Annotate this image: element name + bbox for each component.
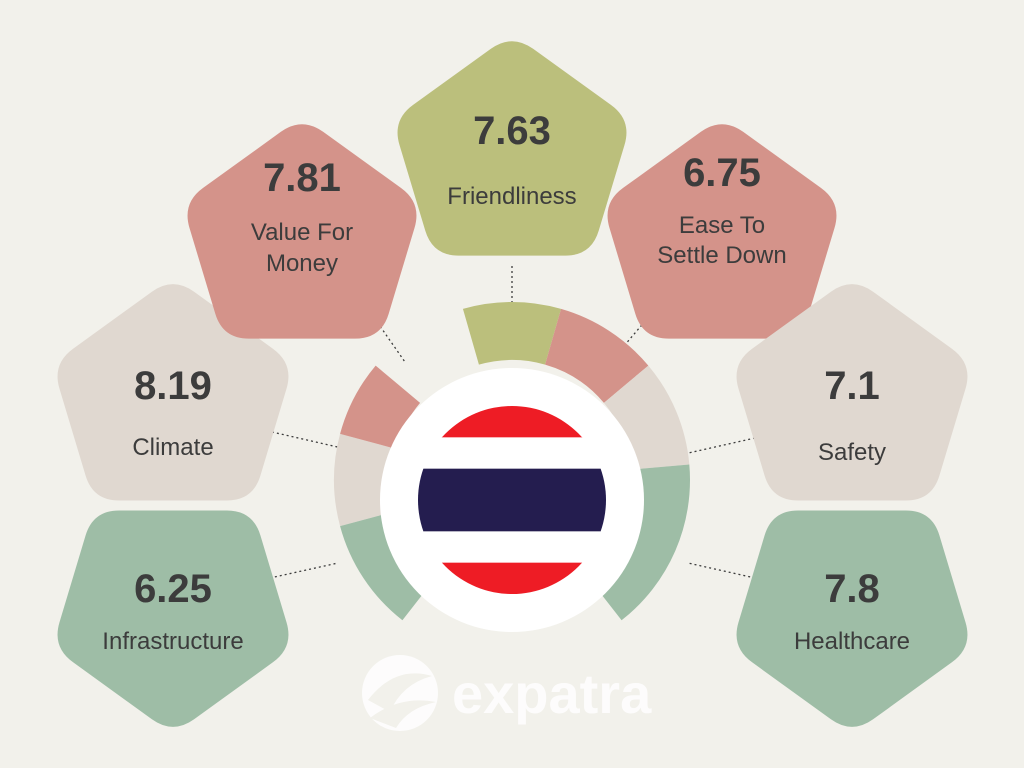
connector-safety [683, 437, 756, 455]
rating-card-infrastructure: 6.25 Infrastructure [57, 510, 289, 727]
rating-card-value-for-money: 7.81 Value For Money [187, 124, 417, 339]
rating-score: 8.19 [134, 364, 212, 408]
ring-segment-infrastructure [340, 511, 439, 621]
rating-score: 7.1 [824, 364, 880, 408]
connector-infrastructure [269, 562, 339, 579]
ring-segment-ease-to-settle-down [545, 308, 649, 403]
rating-card-ease-to-settle-down: 6.75 Ease To Settle Down [607, 124, 837, 339]
flag-stripe [418, 437, 606, 470]
rating-score: 7.8 [824, 567, 880, 611]
rating-card-climate: 8.19 Climate [57, 284, 289, 501]
expatra-logo-icon [362, 655, 438, 731]
ring-segment-safety [603, 365, 690, 470]
flag-stripe [418, 531, 606, 564]
rating-label: Climate [132, 434, 213, 461]
ring-segment-value-for-money [340, 365, 421, 449]
rating-score: 7.63 [473, 109, 551, 153]
rating-label: Safety [818, 439, 886, 466]
rating-card-friendliness: 7.63 Friendliness [397, 41, 627, 256]
rating-label: Friendliness [447, 183, 576, 210]
pentagon-shape [736, 284, 968, 501]
pentagon-shape [736, 510, 968, 727]
brand-name: expatra [452, 662, 652, 725]
rating-label: Infrastructure [102, 628, 243, 655]
rating-label: Money [266, 250, 338, 277]
rating-card-healthcare: 7.8 Healthcare [736, 510, 968, 727]
pentagon-shape [397, 41, 627, 256]
rating-score: 6.75 [683, 151, 761, 195]
pentagon-shape [187, 124, 417, 339]
ring-segment-friendliness [462, 302, 562, 365]
expatra-watermark: expatra [362, 655, 652, 731]
rating-label: Ease To [679, 212, 765, 239]
connector-healthcare [687, 562, 756, 579]
pentagon-shape [57, 510, 289, 727]
rating-score: 7.81 [263, 156, 341, 200]
pentagon-shape [607, 124, 837, 339]
rating-label: Healthcare [794, 628, 910, 655]
rating-label: Settle Down [657, 242, 786, 269]
flag-stripe [418, 468, 606, 532]
rating-cards: 8.19 Climate 7.81 Value For Money 7.63 Friendl… [57, 41, 968, 727]
rating-score: 6.25 [134, 567, 212, 611]
thailand-flag [380, 368, 644, 632]
connector-climate [271, 431, 343, 449]
rating-label: Value For [251, 219, 353, 246]
pentagon-shape [57, 284, 289, 501]
rating-card-safety: 7.1 Safety [736, 284, 968, 501]
